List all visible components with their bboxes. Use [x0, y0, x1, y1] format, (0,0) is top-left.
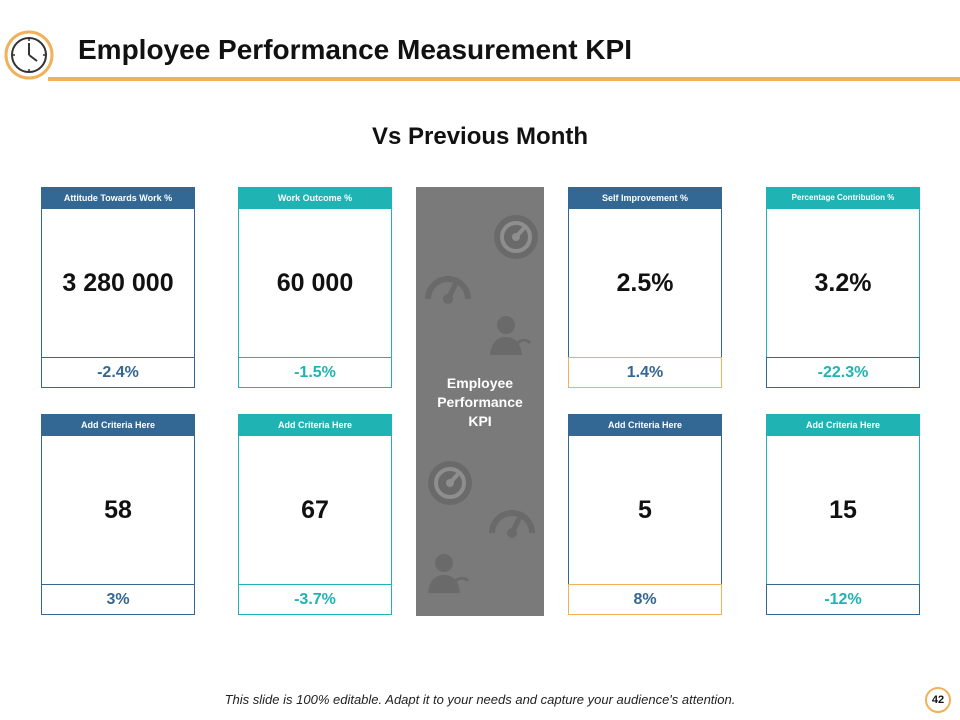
- kpi-card-header: Percentage Contribution %: [766, 187, 920, 209]
- section-subtitle: Vs Previous Month: [371, 123, 589, 150]
- kpi-card-value: 60 000: [238, 209, 392, 358]
- kpi-card-self-improvement: Self Improvement % 2.5% 1.4%: [568, 187, 722, 388]
- kpi-card-header: Add Criteria Here: [766, 414, 920, 436]
- kpi-card-value: 3 280 000: [41, 209, 195, 358]
- kpi-card-header: Add Criteria Here: [568, 414, 722, 436]
- kpi-card-header: Self Improvement %: [568, 187, 722, 209]
- kpi-card-value: 15: [766, 436, 920, 585]
- kpi-card-value: 5: [568, 436, 722, 585]
- page-title: Employee Performance Measurement KPI: [78, 34, 632, 65]
- kpi-card-value: 2.5%: [568, 209, 722, 358]
- kpi-card-change: -1.5%: [238, 357, 392, 388]
- kpi-card-header: Add Criteria Here: [238, 414, 392, 436]
- kpi-card-change: -2.4%: [41, 357, 195, 388]
- kpi-card-header: Attitude Towards Work %: [41, 187, 195, 209]
- kpi-card-percentage-contribution: Percentage Contribution % 3.2% -22.3%: [766, 187, 920, 388]
- kpi-card-criteria-4: Add Criteria Here 15 -12%: [766, 414, 920, 615]
- kpi-card-change: -3.7%: [238, 584, 392, 615]
- title-underline: [48, 77, 960, 81]
- speedometer-icon: [494, 215, 538, 259]
- center-label-line: Employee: [446, 375, 514, 391]
- person-icon: [490, 316, 532, 355]
- kpi-card-attitude: Attitude Towards Work % 3 280 000 -2.4%: [41, 187, 195, 388]
- center-label-line: Performance: [437, 394, 523, 410]
- kpi-card-work-outcome: Work Outcome % 60 000 -1.5%: [238, 187, 392, 388]
- footer-note: This slide is 100% editable. Adapt it to…: [224, 692, 736, 707]
- kpi-card-criteria-2: Add Criteria Here 67 -3.7%: [238, 414, 392, 615]
- center-kpi-label: Employee Performance KPI: [416, 374, 544, 431]
- kpi-card-value: 58: [41, 436, 195, 585]
- gauge-icon: [425, 276, 471, 304]
- gauge-icon: [489, 510, 535, 538]
- center-label-line: KPI: [468, 413, 492, 429]
- kpi-card-criteria-1: Add Criteria Here 58 3%: [41, 414, 195, 615]
- kpi-card-change: 8%: [568, 584, 722, 615]
- page-number: 42: [925, 687, 951, 713]
- kpi-card-value: 67: [238, 436, 392, 585]
- person-icon: [428, 554, 470, 593]
- clock-icon: [4, 30, 54, 80]
- kpi-card-criteria-3: Add Criteria Here 5 8%: [568, 414, 722, 615]
- speedometer-icon: [428, 461, 472, 505]
- kpi-card-header: Work Outcome %: [238, 187, 392, 209]
- center-kpi-panel: Employee Performance KPI: [416, 187, 544, 616]
- kpi-card-change: 1.4%: [568, 357, 722, 388]
- kpi-card-header: Add Criteria Here: [41, 414, 195, 436]
- kpi-card-change: 3%: [41, 584, 195, 615]
- kpi-card-change: -12%: [766, 584, 920, 615]
- kpi-card-value: 3.2%: [766, 209, 920, 358]
- kpi-card-change: -22.3%: [766, 357, 920, 388]
